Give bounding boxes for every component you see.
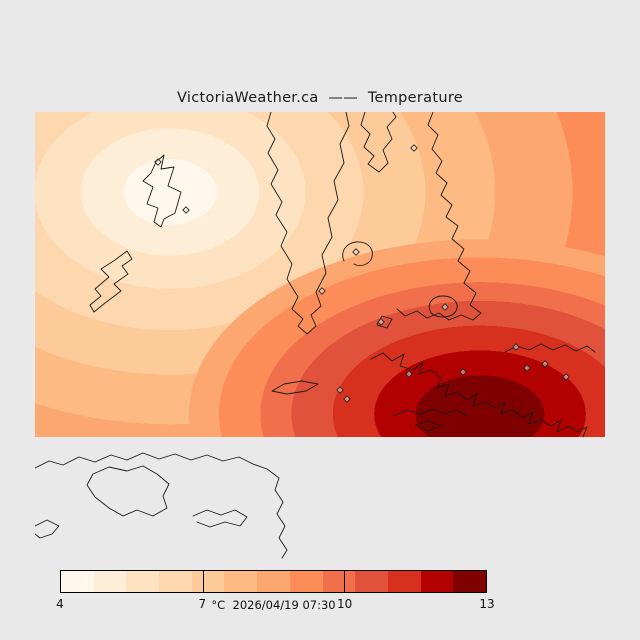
- colorbar-tick-label-7: 7: [198, 597, 207, 611]
- coastline-se-islets: [504, 343, 596, 353]
- page-title: VictoriaWeather.ca —— Temperature: [176, 90, 463, 106]
- station-marker: [377, 318, 385, 326]
- colorbar-cell: [387, 571, 421, 592]
- colorbar: [60, 570, 487, 593]
- station-marker: [182, 206, 190, 214]
- coastline-sliver-island: [271, 380, 319, 395]
- station-marker: [352, 248, 360, 256]
- coastline-harbor-blob: [428, 295, 458, 318]
- coastline-bay-blob: [342, 241, 373, 267]
- station-marker: [410, 144, 418, 152]
- colorbar-tick-7: [202, 571, 204, 592]
- colorbar-cell: [159, 571, 192, 592]
- colorbar-cell: [453, 571, 486, 592]
- colorbar-tick-label-13: 13: [479, 597, 495, 611]
- temperature-field: [35, 112, 605, 437]
- coastline-left-edge-islet: [35, 519, 60, 539]
- colorbar-cell: [289, 571, 323, 592]
- station-marker: [336, 386, 344, 394]
- colorbar-tick-label-10: 10: [337, 597, 353, 611]
- colorbar-cell: [224, 571, 258, 592]
- coastline-olympic-inlet: [192, 509, 248, 528]
- coastline-north-inlet: [360, 112, 397, 173]
- station-marker: [523, 364, 531, 372]
- coastline-south-islands: [392, 408, 468, 432]
- station-marker: [512, 343, 520, 351]
- coastlines: [35, 112, 596, 559]
- coastline-central-peninsula: [266, 112, 350, 335]
- station-marker: [459, 368, 467, 376]
- colorbar-cell: [191, 571, 225, 592]
- station-marker: [318, 287, 326, 295]
- colorbar-cell: [420, 571, 454, 592]
- station-marker: [562, 373, 570, 381]
- colorbar-caption: °C 2026/04/19 07:30: [211, 598, 336, 612]
- coastline-olympic-lake: [86, 465, 170, 517]
- station-marker: [154, 158, 162, 166]
- colorbar-labels: 4 7 10 13 °C 2026/04/19 07:30: [56, 597, 494, 615]
- station-markers: [154, 144, 570, 403]
- colorbar-cell: [61, 571, 94, 592]
- coastline-sw-island: [89, 250, 133, 313]
- station-marker: [405, 370, 413, 378]
- station-marker: [541, 360, 549, 368]
- coastline-olympic-peninsula: [35, 452, 288, 559]
- colorbar-cell: [93, 571, 127, 592]
- temperature-map: [35, 112, 605, 559]
- colorbar-cell: [257, 571, 290, 592]
- colorbar-cell: [355, 571, 388, 592]
- colorbar-cell: [322, 571, 356, 592]
- colorbar-tick-10: [344, 571, 346, 592]
- station-marker: [441, 303, 449, 311]
- colorbar-cells: [61, 571, 486, 592]
- coastline-east-shore: [396, 112, 482, 321]
- station-marker: [343, 395, 351, 403]
- colorbar-tick-label-4: 4: [56, 597, 64, 611]
- coastline-nw-island: [142, 154, 182, 228]
- coastline-south-shore: [370, 352, 588, 438]
- colorbar-cell: [126, 571, 160, 592]
